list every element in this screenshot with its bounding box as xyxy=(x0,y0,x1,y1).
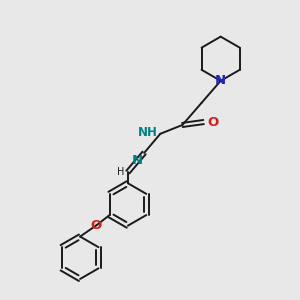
Text: N: N xyxy=(131,154,142,167)
Text: H: H xyxy=(117,167,124,177)
Text: N: N xyxy=(215,74,226,87)
Text: O: O xyxy=(91,219,102,232)
Text: O: O xyxy=(207,116,219,128)
Text: NH: NH xyxy=(138,126,158,139)
